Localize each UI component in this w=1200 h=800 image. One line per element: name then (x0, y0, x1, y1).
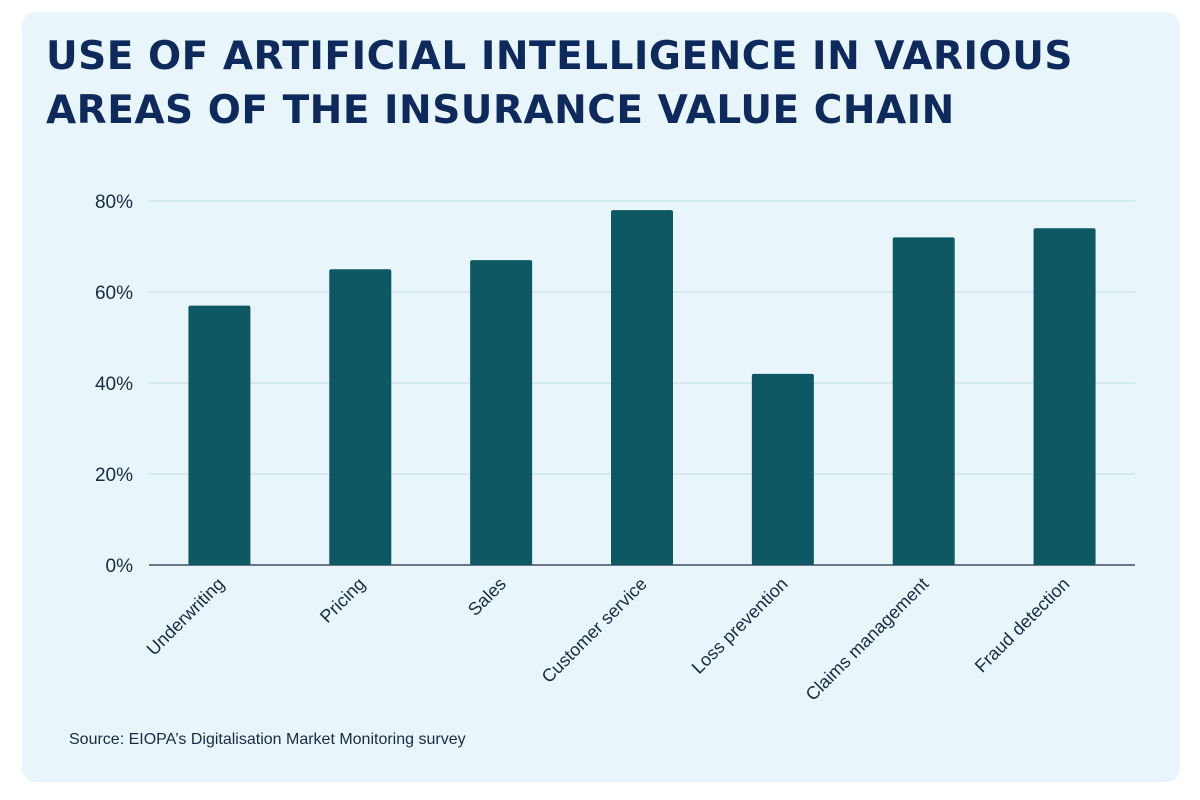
x-tick-label: Pricing (316, 574, 369, 627)
y-tick-label: 40% (95, 374, 133, 395)
x-tick-label: Claims management (802, 574, 933, 705)
source-note: Source: EIOPA’s Digitalisation Market Mo… (69, 731, 466, 748)
chart-title-line-2: AREAS OF THE INSURANCE VALUE CHAIN (46, 88, 955, 133)
x-tick-label: Customer service (538, 574, 651, 687)
chart-title-line-1: USE OF ARTIFICIAL INTELLIGENCE IN VARIOU… (46, 34, 1073, 79)
bars (188, 210, 1096, 566)
bar-claims-management (892, 237, 955, 565)
bar-fraud-detection (1033, 228, 1096, 566)
y-tick-label: 0% (106, 556, 134, 577)
x-tick-label: Sales (464, 574, 510, 620)
x-axis-ticks: Underwriting Pricing Sales Customer service… (143, 574, 1074, 705)
bar-pricing (329, 269, 392, 565)
chart-title: USE OF ARTIFICIAL INTELLIGENCE IN VARIOU… (46, 30, 1126, 138)
bar-underwriting (188, 305, 251, 565)
bar-loss-prevention (751, 373, 814, 565)
y-tick-label: 60% (95, 283, 133, 304)
bar-customer-service (611, 210, 673, 565)
y-axis-ticks: 0% 20% 40% 60% 80% (95, 192, 133, 577)
x-tick-label: Underwriting (143, 574, 229, 660)
bar-sales (470, 260, 533, 565)
y-tick-label: 80% (95, 192, 133, 213)
x-tick-label: Loss prevention (688, 574, 792, 678)
y-tick-label: 20% (95, 465, 133, 486)
x-tick-label: Fraud detection (971, 574, 1074, 677)
